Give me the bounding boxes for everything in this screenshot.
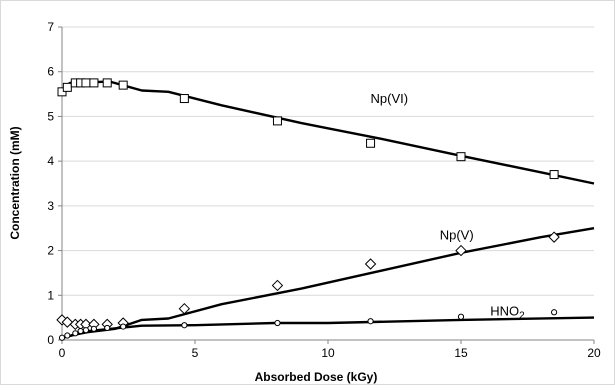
y-tick-label-4: 4 [47, 154, 54, 168]
x-tick-label-15: 15 [454, 346, 468, 360]
y-tick-label-3: 3 [47, 199, 54, 213]
y-tick-label-7: 7 [47, 20, 54, 34]
point-hno2-2 [72, 330, 79, 337]
point-np-v-9 [271, 279, 284, 292]
point-np-vi-7 [118, 80, 128, 90]
point-np-v-12 [548, 231, 560, 243]
point-hno2-5 [90, 325, 98, 332]
y-tick-label-0: 0 [47, 333, 54, 347]
point-hno2-7 [120, 323, 127, 330]
point-np-vi-12 [549, 170, 559, 180]
y-tick-label-5: 5 [47, 109, 54, 123]
point-hno2-9 [274, 319, 281, 327]
gridlines [62, 26, 594, 296]
point-hno2-0 [58, 334, 66, 341]
x-tick-label-5: 5 [192, 346, 199, 360]
series-label-np-v: Np(V) [440, 227, 474, 242]
point-hno2-3 [77, 327, 84, 335]
point-np-vi-6 [102, 78, 112, 88]
series-label-subscript: 2 [519, 310, 525, 321]
point-np-vi-1 [62, 82, 72, 92]
y-axis-title: Concentration (mM) [8, 126, 22, 239]
point-np-vi-8 [179, 94, 189, 104]
point-hno2-12 [551, 309, 558, 316]
point-np-vi-9 [272, 116, 282, 126]
point-hno2-1 [64, 332, 71, 339]
y-tick-label-6: 6 [47, 65, 54, 79]
series-label-np-vi: Np(VI) [371, 91, 409, 106]
series-label-hno2: HNO2 [490, 303, 525, 321]
point-np-v-8 [178, 302, 191, 315]
point-hno2-6 [104, 324, 111, 332]
y-tick-label-2: 2 [47, 244, 54, 258]
fit-line-hno2 [61, 316, 595, 339]
point-np-v-11 [455, 244, 467, 257]
point-hno2-10 [367, 318, 374, 325]
point-np-vi-5 [89, 78, 99, 88]
tick-labels: 0 1 2 3 4 5 6 7 0 5 10 15 20 [47, 20, 601, 360]
x-tick-label-20: 20 [587, 346, 601, 360]
point-hno2-4 [82, 327, 90, 334]
x-axis-title: Absorbed Dose (kGy) [255, 370, 378, 384]
x-tick-label-0: 0 [59, 346, 66, 360]
point-np-vi-11 [456, 152, 466, 162]
point-hno2-11 [457, 313, 465, 320]
point-np-vi-4 [81, 78, 91, 88]
point-np-vi-10 [366, 138, 376, 148]
y-tick-label-1: 1 [47, 288, 54, 302]
point-hno2-8 [181, 322, 188, 329]
x-tick-label-10: 10 [321, 346, 335, 360]
data-points [56, 78, 560, 341]
point-np-v-10 [364, 258, 377, 270]
point-np-v-1 [61, 316, 74, 328]
series-labels: Np(VI) Np(V) HNO2 [371, 91, 526, 321]
